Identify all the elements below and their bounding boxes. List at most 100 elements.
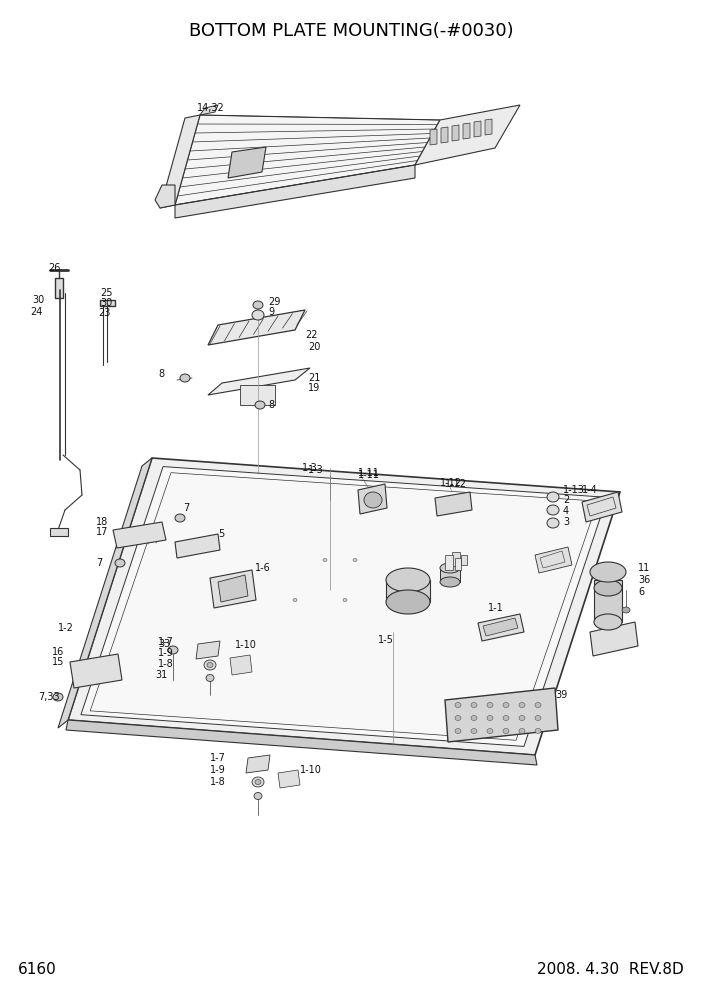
Polygon shape	[58, 458, 152, 728]
Ellipse shape	[255, 780, 261, 785]
Polygon shape	[415, 105, 520, 165]
Ellipse shape	[547, 492, 559, 502]
Text: 1-7: 1-7	[210, 753, 226, 763]
Ellipse shape	[353, 558, 357, 561]
Polygon shape	[441, 127, 448, 143]
Polygon shape	[435, 492, 472, 516]
Ellipse shape	[255, 401, 265, 409]
Polygon shape	[66, 720, 537, 765]
Ellipse shape	[168, 646, 178, 654]
Polygon shape	[113, 522, 166, 548]
Ellipse shape	[180, 374, 190, 382]
Ellipse shape	[252, 777, 264, 787]
Text: 6: 6	[638, 587, 644, 597]
Polygon shape	[445, 688, 558, 742]
Ellipse shape	[440, 577, 460, 587]
Polygon shape	[452, 125, 459, 141]
Ellipse shape	[471, 715, 477, 720]
Polygon shape	[200, 105, 218, 115]
Polygon shape	[175, 115, 440, 205]
Ellipse shape	[253, 301, 263, 309]
Ellipse shape	[503, 728, 509, 733]
Ellipse shape	[343, 598, 347, 601]
Ellipse shape	[364, 492, 382, 508]
Ellipse shape	[175, 514, 185, 522]
Polygon shape	[160, 115, 200, 208]
Text: 15: 15	[52, 657, 65, 667]
Ellipse shape	[386, 568, 430, 592]
Polygon shape	[430, 129, 437, 145]
Ellipse shape	[535, 728, 541, 733]
Text: 20: 20	[308, 342, 320, 352]
Polygon shape	[483, 618, 518, 636]
Polygon shape	[246, 755, 270, 773]
Bar	[55, 278, 63, 298]
Text: 6160: 6160	[18, 962, 57, 977]
Text: 1-13: 1-13	[563, 485, 585, 495]
Text: 8: 8	[268, 400, 274, 410]
Bar	[440, 568, 460, 582]
Text: 14,32: 14,32	[197, 103, 225, 113]
Ellipse shape	[455, 728, 461, 733]
Text: 9: 9	[268, 307, 274, 317]
Text: 7: 7	[183, 503, 190, 513]
Ellipse shape	[115, 559, 125, 567]
Text: 1-9: 1-9	[158, 648, 174, 658]
Polygon shape	[210, 570, 256, 608]
Text: 1-10: 1-10	[300, 765, 322, 775]
Text: 7,33: 7,33	[38, 692, 60, 702]
Polygon shape	[155, 185, 175, 208]
Text: 1-3: 1-3	[308, 465, 324, 475]
Polygon shape	[478, 614, 524, 641]
Text: 1-8: 1-8	[210, 777, 226, 787]
Polygon shape	[463, 123, 470, 139]
Text: 23: 23	[98, 308, 110, 318]
Ellipse shape	[547, 518, 559, 528]
Ellipse shape	[471, 702, 477, 707]
Polygon shape	[208, 310, 305, 345]
Bar	[50, 528, 68, 536]
Text: 1-7: 1-7	[158, 637, 174, 647]
Text: 24: 24	[30, 307, 42, 317]
Text: 1-12: 1-12	[440, 478, 462, 488]
Ellipse shape	[487, 728, 493, 733]
Text: 1-12: 1-12	[445, 479, 467, 489]
Polygon shape	[485, 119, 492, 135]
Ellipse shape	[204, 660, 216, 670]
Polygon shape	[278, 770, 300, 788]
Text: 21: 21	[308, 373, 320, 383]
Ellipse shape	[590, 562, 626, 582]
Polygon shape	[590, 622, 638, 656]
Text: 1-11: 1-11	[358, 470, 380, 480]
Ellipse shape	[471, 728, 477, 733]
Ellipse shape	[386, 590, 430, 614]
Bar	[445, 555, 453, 570]
Bar	[100, 300, 115, 306]
Bar	[452, 552, 460, 566]
Polygon shape	[218, 575, 248, 602]
Text: 18: 18	[96, 517, 108, 527]
Text: 22: 22	[305, 330, 317, 340]
Bar	[455, 558, 461, 570]
Polygon shape	[582, 492, 622, 522]
Ellipse shape	[594, 580, 622, 596]
Ellipse shape	[547, 505, 559, 515]
Ellipse shape	[252, 310, 264, 320]
Text: 19: 19	[308, 383, 320, 393]
Ellipse shape	[440, 563, 460, 573]
Ellipse shape	[535, 715, 541, 720]
Text: 1-3: 1-3	[302, 463, 318, 473]
Text: 1-5: 1-5	[378, 635, 394, 645]
Ellipse shape	[455, 715, 461, 720]
Text: 11: 11	[638, 563, 650, 573]
Polygon shape	[228, 147, 266, 178]
Ellipse shape	[206, 675, 214, 682]
Text: 3: 3	[563, 517, 569, 527]
Text: 16: 16	[52, 647, 65, 657]
Text: 30: 30	[32, 295, 44, 305]
Text: 29: 29	[268, 297, 280, 307]
Text: 2: 2	[563, 495, 569, 505]
Text: 33: 33	[158, 639, 171, 649]
Text: 5: 5	[218, 529, 224, 539]
Ellipse shape	[323, 558, 327, 561]
